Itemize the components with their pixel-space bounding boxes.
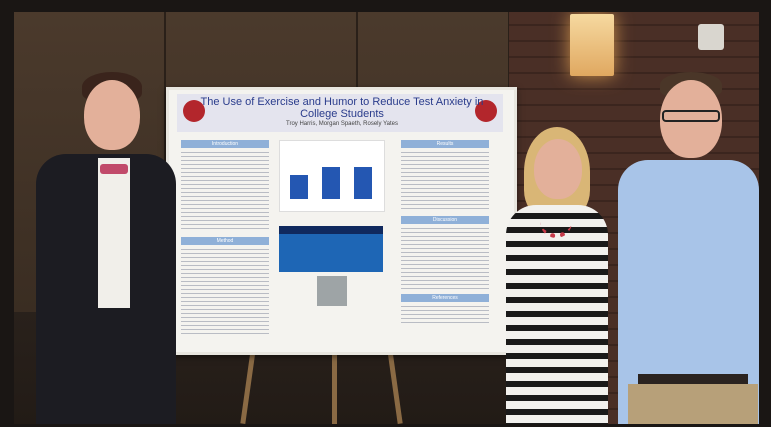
research-poster: The Use of Exercise and Humor to Reduce … bbox=[166, 87, 517, 355]
poster-photo bbox=[317, 276, 347, 306]
photograph: The Use of Exercise and Humor to Reduce … bbox=[14, 12, 759, 424]
wall-sconce-lamp bbox=[570, 14, 614, 76]
chart-bar bbox=[290, 175, 308, 199]
face bbox=[660, 80, 722, 158]
viterbo-logo bbox=[475, 100, 497, 122]
wall-speaker bbox=[698, 24, 724, 50]
references-heading: References bbox=[401, 294, 489, 302]
poster-header: The Use of Exercise and Humor to Reduce … bbox=[177, 94, 503, 132]
discussion-heading: Discussion bbox=[401, 216, 489, 224]
poster-title: The Use of Exercise and Humor to Reduce … bbox=[200, 96, 484, 120]
khaki-pants bbox=[628, 384, 758, 424]
discussion-text bbox=[401, 228, 489, 290]
poster-authors: Troy Harris, Morgan Spaeth, Rosely Yates bbox=[286, 121, 398, 127]
face bbox=[84, 80, 140, 150]
student-in-striped-dress bbox=[500, 127, 612, 424]
bow-tie bbox=[100, 164, 128, 174]
introduction-text bbox=[181, 152, 269, 232]
student-in-suit bbox=[26, 72, 176, 424]
results-text bbox=[401, 152, 489, 212]
easel-leg bbox=[332, 342, 337, 424]
striped-dress bbox=[506, 205, 608, 424]
belt bbox=[638, 374, 748, 384]
red-necklace bbox=[540, 211, 572, 238]
method-text bbox=[181, 249, 269, 335]
results-table bbox=[279, 226, 383, 272]
chart-bar bbox=[322, 167, 340, 199]
face bbox=[534, 139, 582, 199]
results-heading: Results bbox=[401, 140, 489, 148]
chart-bar bbox=[354, 167, 372, 199]
professor-in-blue-shirt bbox=[618, 72, 759, 424]
glasses-icon bbox=[662, 110, 720, 122]
references-text bbox=[401, 306, 489, 326]
results-chart bbox=[279, 140, 385, 212]
introduction-heading: Introduction bbox=[181, 140, 269, 148]
method-heading: Method bbox=[181, 237, 269, 245]
viterbo-logo bbox=[183, 100, 205, 122]
white-shirt bbox=[98, 158, 130, 308]
